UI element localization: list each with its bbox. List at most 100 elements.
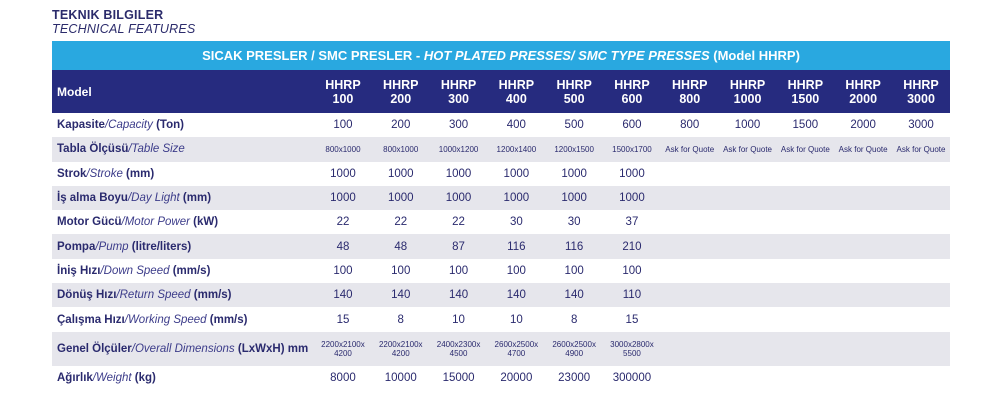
label-english: /Weight [92,371,132,384]
value-cell: 30 [487,210,546,235]
value-cell [834,258,893,284]
model-series: HHRP [383,77,419,92]
value-cell: 140 [314,283,372,308]
value-cell: 37 [603,210,661,235]
value-cell: 15000 [429,365,488,390]
value-cell: 1500 [776,113,835,138]
model-header: Model [52,70,315,113]
model-column-header: HHRP 3000 [892,70,950,113]
row-label: İş alma Boyu/Day Light (mm) [52,185,315,211]
value-cell [776,365,835,390]
value-cell: 400 [487,113,546,138]
value-cell: 116 [545,234,604,259]
value-cell [834,331,893,366]
model-column-header: HHRP 800 [660,70,719,113]
value-cell: 1000 [314,161,372,186]
model-column-header: HHRP 400 [487,70,546,113]
label-turkish: Strok [57,167,87,180]
value-cell [660,234,719,259]
value-cell [892,210,950,235]
value-cell [776,307,835,332]
value-cell: Ask for Quote [892,137,950,162]
table-row: Tabla Ölçüsü/Table Size 800x1000 800x1000 1… [52,137,950,162]
value-cell [718,185,777,211]
value-cell: 22 [429,210,488,235]
row-label: Pompa/Pump (litre/liters) [52,234,315,259]
value-cell [660,307,719,332]
row-label: Genel Ölçüler/Overall Dimensions (LxWxH)… [52,331,315,366]
value-cell [660,283,719,308]
label-unit: (mm) [179,192,212,205]
model-series: HHRP [614,77,650,92]
value-cell [660,185,719,211]
table-row: İniş Hızı/Down Speed (mm/s) 100 100 100 100 1… [52,258,950,284]
label-unit: (LxWxH) mm [234,342,309,355]
value-cell: 300 [429,113,488,138]
value-cell: 1000 [545,185,604,211]
value-cell [718,307,777,332]
value-cell [660,331,719,366]
value-cell: 3000 [892,113,950,138]
value-cell: Ask for Quote [834,137,893,162]
model-series: HHRP [325,77,361,92]
value-cell: 500 [545,113,604,138]
value-cell: 23000 [545,365,604,390]
value-cell: 1000 [429,161,488,186]
value-cell: 2600x2500x 4700 [487,331,546,366]
value-cell [718,331,777,366]
value-cell: Ask for Quote [776,137,835,162]
model-series: HHRP [729,77,766,92]
value-cell [660,210,719,235]
value-cell [718,283,777,308]
label-english: /Capacity [104,119,153,132]
title-english: HOT PLATED PRESSES/ SMC TYPE PRESSES [423,48,710,63]
table-title-bar: SICAK PRESLER / SMC PRESLER - HOT PLATED… [52,41,950,70]
value-cell: 140 [545,283,604,308]
value-cell [718,161,777,186]
model-series: HHRP [845,77,881,92]
value-cell: 22 [371,210,430,235]
model-series: HHRP [556,77,592,92]
label-unit: (mm/s) [206,313,248,326]
value-cell: 140 [429,283,488,308]
label-unit: (mm) [122,167,155,180]
value-cell: 1000 [487,185,546,211]
value-cell [834,365,893,390]
heading-turkish: TEKNIK BILGILER [52,8,164,22]
value-cell: 3000x2800x 5500 [603,331,661,366]
value-cell [718,210,777,235]
label-unit: (kW) [189,216,219,229]
label-turkish: Pompa [57,240,96,253]
value-cell: 2200x2100x 4200 [371,331,430,366]
value-cell: 210 [603,234,661,259]
value-cell [776,161,835,186]
model-column-header: HHRP 1500 [776,70,835,113]
label-turkish: Genel Ölçüler [57,342,132,355]
value-cell [776,210,835,235]
table-row: Pompa/Pump (litre/liters) 48 48 87 116 116 210 [52,234,950,259]
value-cell [892,331,950,366]
model-number: 1000 [733,91,762,106]
label-unit: (litre/liters) [128,240,192,253]
value-cell: 100 [314,113,372,138]
value-cell: 2000 [834,113,893,138]
model-series: HHRP [440,77,477,92]
value-cell: 87 [429,234,488,259]
value-cell [834,210,893,235]
row-label: Dönüş Hızı/Return Speed (mm/s) [52,283,315,308]
value-cell: 15 [314,307,372,332]
model-number: 400 [505,91,527,106]
value-cell: 48 [314,234,372,259]
label-english: /Return Speed [116,289,191,302]
value-cell: 1000 [429,185,488,211]
label-english: /Down Speed [100,264,170,277]
value-cell: 22 [314,210,372,235]
model-number: 3000 [907,91,935,106]
label-english: /Overall Dimensions [131,342,235,355]
value-cell: 100 [429,258,488,284]
label-english: /Pump [95,240,129,253]
value-cell: 1000 [371,161,430,186]
label-english: /Day Light [127,192,180,205]
model-column-header: HHRP 100 [314,70,372,113]
model-number: 200 [390,91,412,106]
